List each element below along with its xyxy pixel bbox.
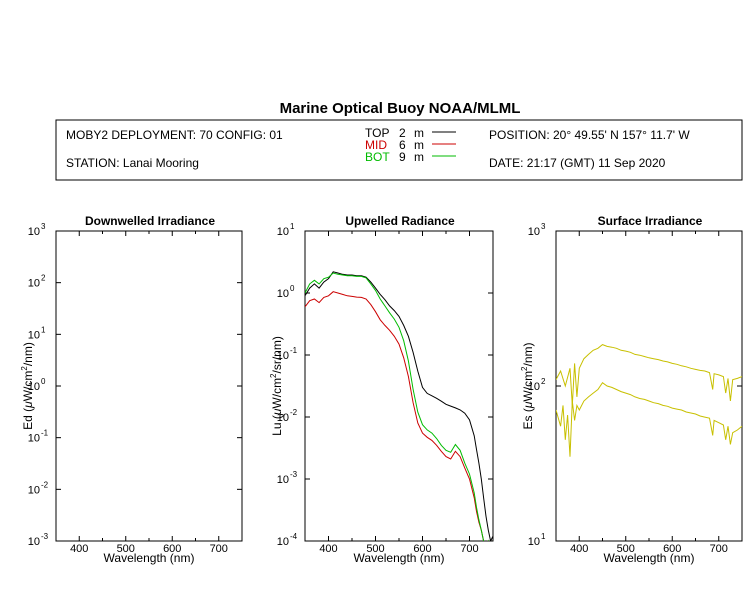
series-line-mid bbox=[305, 291, 493, 541]
page-title: Marine Optical Buoy NOAA/MLML bbox=[280, 100, 521, 117]
y-tick-label: 10 bbox=[28, 329, 40, 341]
x-tick-label: 400 bbox=[70, 543, 88, 555]
y-tick-exponent: 1 bbox=[541, 532, 546, 541]
y-tick-exponent: -2 bbox=[290, 408, 298, 417]
y-tick-label: 10 bbox=[277, 474, 289, 486]
y-axis-label-part: 2 bbox=[269, 373, 278, 378]
y-tick-label: 10 bbox=[528, 226, 540, 238]
panel-title: Surface Irradiance bbox=[598, 214, 703, 228]
y-tick-exponent: 2 bbox=[541, 377, 546, 386]
x-tick-label: 500 bbox=[617, 543, 635, 555]
y-axis-label-part: μ bbox=[270, 408, 284, 416]
x-axis-label: Wavelength (nm) bbox=[604, 551, 695, 565]
position-text: POSITION: 20° 49.55' N 157° 11.7' W bbox=[489, 128, 690, 142]
legend-mid-unit: m bbox=[414, 138, 424, 152]
legend-mid-name: MID bbox=[365, 138, 387, 152]
y-tick-label: 10 bbox=[277, 536, 289, 548]
legend-mid-depth: 6 bbox=[399, 138, 406, 152]
station-text: STATION: Lanai Mooring bbox=[66, 156, 199, 170]
y-axis-label-part: /nm) bbox=[21, 342, 35, 366]
x-axis-label: Wavelength (nm) bbox=[354, 551, 445, 565]
y-tick-label: 10 bbox=[277, 226, 289, 238]
y-tick-exponent: -3 bbox=[41, 532, 49, 541]
y-axis-label: Lu (μW/cm2/sr/nm) bbox=[269, 336, 284, 436]
x-tick-label: 700 bbox=[460, 543, 478, 555]
x-tick-label: 700 bbox=[210, 543, 228, 555]
legend-bot-depth: 9 bbox=[399, 150, 406, 164]
y-tick-label: 10 bbox=[277, 412, 289, 424]
y-tick-exponent: -1 bbox=[41, 429, 49, 438]
y-axis-label-part: Ed ( bbox=[21, 408, 35, 430]
y-tick-label: 10 bbox=[28, 433, 40, 445]
y-axis-label-part: /nm) bbox=[521, 342, 535, 366]
y-axis-label-part: 2 bbox=[20, 366, 29, 371]
series-line-es-upper bbox=[556, 344, 742, 406]
y-axis-label: Ed (μW/cm2/nm) bbox=[20, 342, 35, 430]
legend-bot-unit: m bbox=[414, 150, 424, 164]
y-tick-exponent: -4 bbox=[290, 532, 298, 541]
y-tick-label: 10 bbox=[528, 536, 540, 548]
y-axis-label-part: Lu ( bbox=[270, 415, 284, 436]
y-axis-label-part: μ bbox=[21, 401, 35, 409]
y-tick-exponent: 3 bbox=[541, 222, 546, 231]
x-tick-label: 400 bbox=[319, 543, 337, 555]
y-tick-exponent: 1 bbox=[41, 325, 46, 334]
x-tick-label: 700 bbox=[710, 543, 728, 555]
x-tick-label: 400 bbox=[570, 543, 588, 555]
date-text: DATE: 21:17 (GMT) 11 Sep 2020 bbox=[489, 156, 666, 170]
y-axis-label: Es (μW/cm2/nm) bbox=[520, 342, 535, 429]
y-axis-label-part: W/cm bbox=[21, 371, 35, 402]
plot-frame bbox=[555, 230, 743, 542]
y-tick-label: 10 bbox=[277, 288, 289, 300]
series-line-top bbox=[305, 271, 493, 541]
x-tick-label: 600 bbox=[163, 543, 181, 555]
y-tick-exponent: 1 bbox=[290, 222, 295, 231]
legend-top-depth: 2 bbox=[399, 126, 406, 140]
x-tick-label: 600 bbox=[663, 543, 681, 555]
y-axis-label-part: /sr/nm) bbox=[270, 336, 284, 373]
y-tick-exponent: 0 bbox=[41, 377, 46, 386]
plot-frame bbox=[55, 230, 243, 542]
deployment-text: MOBY2 DEPLOYMENT: 70 CONFIG: 01 bbox=[66, 128, 283, 142]
y-tick-label: 10 bbox=[28, 381, 40, 393]
legend-bot-name: BOT bbox=[365, 150, 390, 164]
series-line-bot bbox=[305, 272, 493, 541]
x-tick-label: 500 bbox=[366, 543, 384, 555]
y-tick-exponent: 0 bbox=[290, 284, 295, 293]
y-tick-exponent: 3 bbox=[41, 222, 46, 231]
header-box bbox=[55, 119, 743, 181]
y-tick-label: 10 bbox=[28, 536, 40, 548]
legend-top-unit: m bbox=[414, 126, 424, 140]
x-axis-label: Wavelength (nm) bbox=[104, 551, 195, 565]
y-axis-label-part: W/cm bbox=[270, 378, 284, 409]
panel-title: Downwelled Irradiance bbox=[85, 214, 215, 228]
x-tick-label: 600 bbox=[413, 543, 431, 555]
y-tick-label: 10 bbox=[28, 226, 40, 238]
panel-title: Upwelled Radiance bbox=[345, 214, 455, 228]
y-axis-label-part: 2 bbox=[520, 366, 529, 371]
y-axis-label-part: μ bbox=[521, 401, 535, 409]
y-tick-label: 10 bbox=[528, 381, 540, 393]
plot-frame bbox=[304, 230, 494, 542]
y-tick-exponent: -2 bbox=[41, 480, 49, 489]
legend: TOP 2 m MID 6 m BOT 9 m bbox=[365, 126, 456, 164]
y-axis-label-part: Es ( bbox=[521, 408, 535, 429]
y-tick-label: 10 bbox=[28, 484, 40, 496]
y-tick-exponent: -3 bbox=[290, 470, 298, 479]
y-tick-label: 10 bbox=[28, 278, 40, 290]
x-tick-label: 500 bbox=[117, 543, 135, 555]
legend-top-name: TOP bbox=[365, 126, 389, 140]
y-axis-label-part: W/cm bbox=[521, 371, 535, 402]
y-tick-exponent: 2 bbox=[41, 274, 46, 283]
y-tick-exponent: -1 bbox=[290, 346, 298, 355]
series-line-es-lower bbox=[556, 381, 742, 457]
y-tick-label: 10 bbox=[277, 350, 289, 362]
